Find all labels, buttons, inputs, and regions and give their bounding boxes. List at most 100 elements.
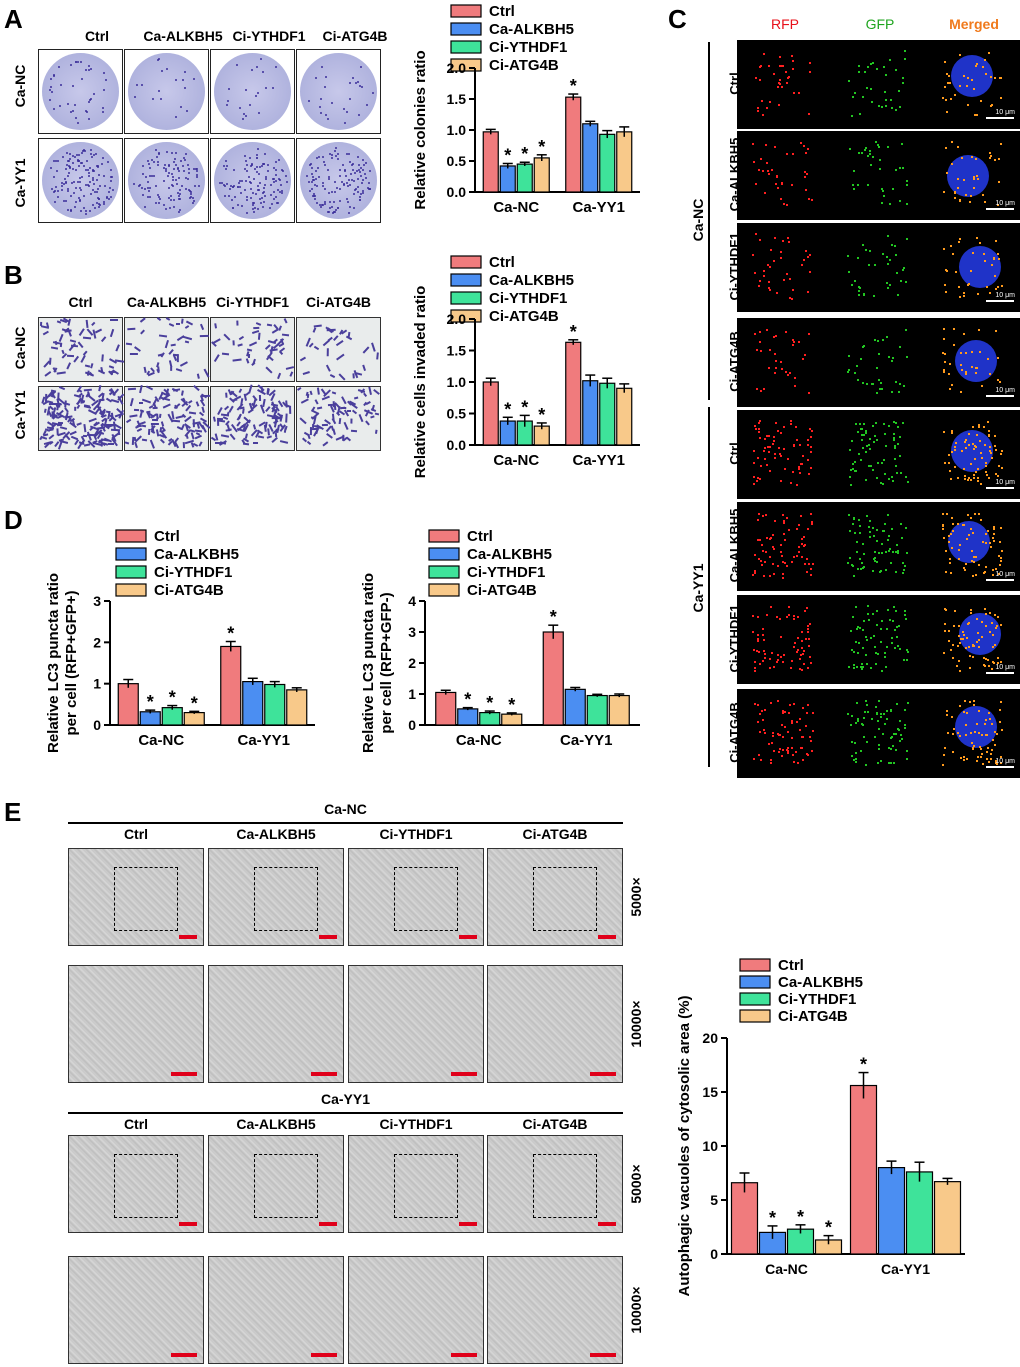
puncta-dot (888, 283, 891, 286)
puncta-dot (985, 533, 988, 536)
puncta-dot (906, 701, 909, 704)
colony-dot (91, 176, 94, 179)
puncta-dot (973, 178, 976, 181)
puncta-dot (850, 563, 853, 566)
colony-dot (351, 163, 354, 166)
colony-dot (313, 193, 316, 196)
cell-mark (95, 328, 103, 334)
puncta-dot (811, 199, 814, 202)
puncta-dot (891, 476, 894, 479)
puncta-dot (867, 619, 870, 621)
colony-dot (108, 190, 111, 193)
puncta-dot (862, 244, 865, 246)
significance-star: * (147, 692, 154, 712)
puncta-dot (874, 435, 877, 438)
puncta-dot (966, 77, 969, 80)
puncta-dot (992, 527, 995, 530)
puncta-dot (893, 432, 896, 435)
puncta-dot (853, 91, 856, 94)
colony-dot (171, 184, 174, 187)
colony-dot (324, 188, 327, 191)
colony-dot (226, 99, 229, 102)
cell-mark (171, 343, 177, 347)
group-label: Ca-YY1 (690, 563, 706, 613)
puncta-dot (887, 235, 890, 238)
colony-dot (157, 202, 160, 204)
colony-dot (98, 173, 101, 176)
colony-dot (65, 164, 68, 167)
puncta-dot (991, 457, 994, 460)
puncta-dot (753, 648, 756, 651)
puncta-dot (959, 200, 962, 203)
em-image (348, 1256, 484, 1364)
puncta-dot (765, 464, 768, 467)
colony-dot (249, 187, 252, 190)
puncta-dot (886, 513, 889, 516)
colony-dot (187, 178, 190, 181)
puncta-dot (949, 648, 952, 651)
puncta-dot (944, 86, 947, 89)
puncta-dot (877, 340, 880, 343)
colony-dot (56, 196, 59, 199)
puncta-dot (951, 530, 954, 533)
puncta-dot (780, 551, 783, 554)
puncta-dot (847, 355, 850, 358)
col-header: Ca-ALKBH5 (126, 294, 207, 310)
colony-dot (53, 175, 56, 178)
puncta-dot (971, 746, 974, 749)
puncta-dot (857, 720, 860, 723)
colony-dot (169, 206, 172, 209)
puncta-dot (952, 727, 955, 730)
puncta-dot (803, 259, 806, 262)
colony-dot (272, 191, 275, 194)
puncta-dot (765, 551, 768, 554)
colony-dot (157, 152, 160, 155)
cell-mark (184, 340, 190, 344)
puncta-dot (902, 658, 905, 661)
colony-dot (50, 91, 53, 94)
puncta-dot (874, 705, 877, 708)
cell-mark (289, 371, 293, 377)
colony-dot (167, 187, 170, 190)
puncta-dot (942, 527, 945, 530)
puncta-dot (763, 574, 766, 577)
cell-mark (167, 440, 173, 446)
puncta-dot (902, 268, 905, 271)
puncta-dot (768, 173, 771, 176)
colony-dot (334, 208, 337, 211)
puncta-dot (973, 445, 976, 448)
colony-dot (365, 161, 368, 164)
cell-mark (306, 393, 310, 398)
x-category-label: Ca-YY1 (237, 732, 290, 749)
puncta-dot (951, 657, 954, 660)
puncta-dot (975, 372, 978, 375)
puncta-dot (966, 537, 969, 540)
puncta-dot (802, 736, 805, 739)
puncta-dot (762, 659, 765, 662)
puncta-dot (994, 744, 997, 747)
y-tick-label: 0.0 (447, 184, 467, 200)
puncta-dot (896, 442, 899, 445)
bar (139, 711, 161, 726)
cell-mark (71, 420, 75, 426)
puncta-dot (856, 431, 859, 434)
puncta-dot (903, 568, 906, 571)
puncta-dot (753, 425, 756, 428)
puncta-dot (886, 717, 889, 720)
puncta-dot (784, 539, 787, 542)
colony-dot (155, 184, 158, 187)
confocal-image (737, 502, 833, 591)
puncta-dot (884, 550, 887, 553)
colony-dot (358, 168, 361, 171)
cell-mark (213, 354, 220, 362)
puncta-dot (773, 666, 776, 669)
cell-mark (160, 396, 170, 402)
puncta-dot (796, 438, 799, 441)
colony-dot (256, 184, 259, 187)
colony-dot (58, 65, 61, 68)
transwell-image (38, 385, 125, 451)
puncta-dot (898, 740, 901, 743)
colony-dot (154, 148, 157, 151)
colony-dot (182, 169, 185, 172)
puncta-dot (791, 153, 794, 156)
